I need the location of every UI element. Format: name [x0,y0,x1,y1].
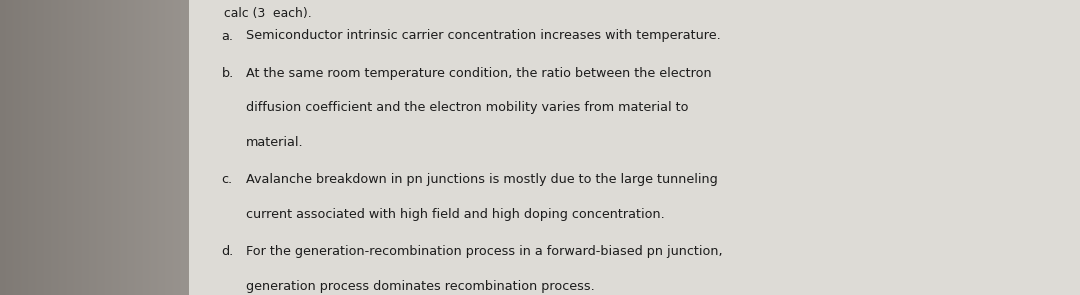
Text: For the generation-recombination process in a forward-biased pn junction,: For the generation-recombination process… [246,245,723,258]
Text: b.: b. [221,67,233,80]
Text: d.: d. [221,245,233,258]
Text: material.: material. [246,136,303,149]
Text: At the same room temperature condition, the ratio between the electron: At the same room temperature condition, … [246,67,712,80]
Text: current associated with high field and high doping concentration.: current associated with high field and h… [246,208,665,221]
Text: Semiconductor intrinsic carrier concentration increases with temperature.: Semiconductor intrinsic carrier concentr… [246,30,721,42]
Text: a.: a. [221,30,233,42]
Text: calc (3  each).: calc (3 each). [224,7,311,20]
Text: Avalanche breakdown in pn junctions is mostly due to the large tunneling: Avalanche breakdown in pn junctions is m… [246,173,718,186]
Text: diffusion coefficient and the electron mobility varies from material to: diffusion coefficient and the electron m… [246,101,689,114]
FancyBboxPatch shape [189,0,1080,295]
Text: c.: c. [221,173,232,186]
Text: generation process dominates recombination process.: generation process dominates recombinati… [246,280,595,293]
